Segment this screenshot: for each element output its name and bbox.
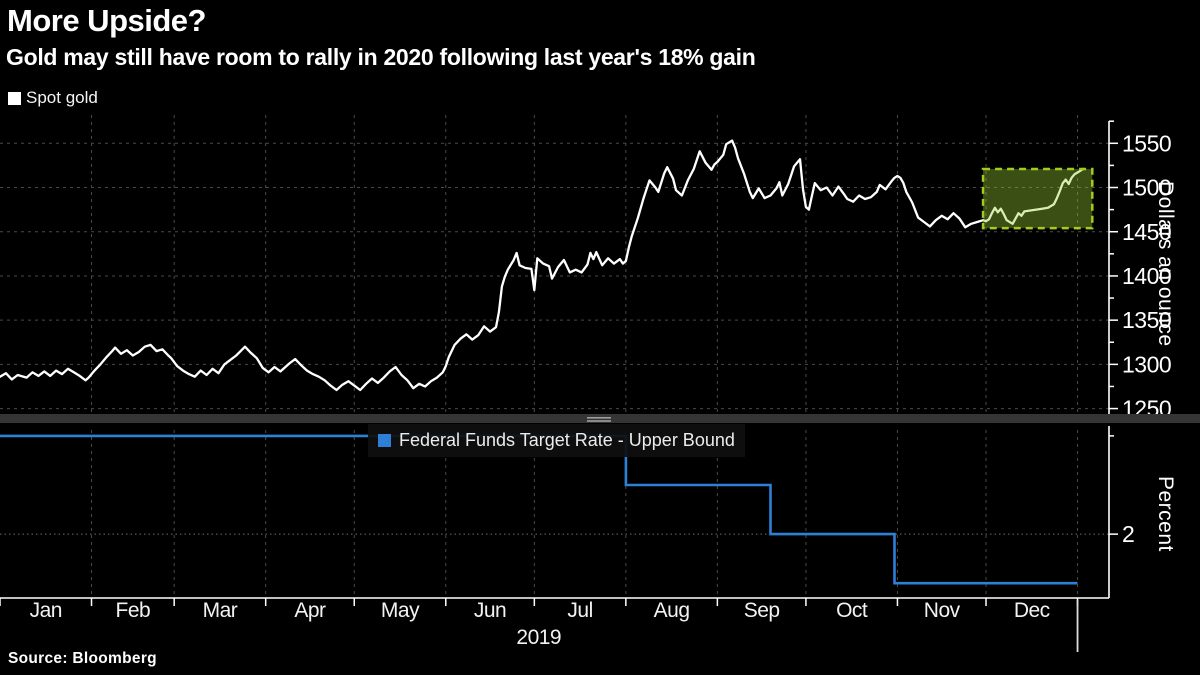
fed-funds-line bbox=[0, 436, 1078, 583]
month-label-Aug: Aug bbox=[654, 599, 690, 622]
year-label: 2019 bbox=[516, 626, 561, 649]
month-label-Jan: Jan bbox=[30, 599, 62, 622]
bloomberg-gold-chart-page: 12501300135014001450150015502 JanFebMarA… bbox=[0, 0, 1200, 675]
fed-funds-swatch-icon bbox=[378, 434, 391, 447]
page-title: More Upside? bbox=[7, 3, 206, 39]
spot-gold-path bbox=[0, 141, 1083, 390]
month-label-Jun: Jun bbox=[474, 599, 506, 622]
highlight-fill bbox=[983, 169, 1092, 228]
month-label-Mar: Mar bbox=[203, 599, 238, 622]
chart-canvas: 12501300135014001450150015502 JanFebMarA… bbox=[0, 0, 1200, 675]
month-label-Nov: Nov bbox=[924, 599, 961, 622]
month-label-Apr: Apr bbox=[294, 599, 326, 622]
month-label-Jul: Jul bbox=[567, 599, 592, 622]
spot-gold-line bbox=[0, 141, 1083, 390]
month-label-Oct: Oct bbox=[836, 599, 868, 622]
legend-fed-funds: Federal Funds Target Rate - Upper Bound bbox=[368, 424, 745, 457]
legend-spot-gold: Spot gold bbox=[8, 88, 98, 108]
fed-funds-legend-label: Federal Funds Target Rate - Upper Bound bbox=[399, 430, 735, 451]
spot-gold-swatch-icon bbox=[8, 92, 21, 105]
month-label-Dec: Dec bbox=[1014, 599, 1050, 622]
chart-divider bbox=[0, 414, 1200, 423]
december-rally-highlight-box bbox=[983, 169, 1092, 228]
y-axis-title-percent: Percent bbox=[1153, 430, 1177, 598]
month-label-Feb: Feb bbox=[116, 599, 151, 622]
page-subtitle: Gold may still have room to rally in 202… bbox=[6, 44, 756, 71]
divider-handle[interactable] bbox=[587, 417, 611, 419]
divider-handle[interactable] bbox=[587, 420, 611, 422]
y-axis-title-dollars: Dollars an ounce bbox=[1153, 115, 1177, 413]
x-axis-labels: Jan Feb Mar Apr May Jun Jul Aug Sep Oct Nov Dec 2019 bbox=[30, 599, 1050, 649]
y-tick-label-2: 2 bbox=[1122, 521, 1134, 547]
spot-gold-legend-label: Spot gold bbox=[26, 88, 98, 108]
fed-funds-path bbox=[0, 436, 1078, 583]
month-label-May: May bbox=[381, 599, 420, 622]
source-label: Source: Bloomberg bbox=[8, 650, 157, 668]
top-chart-gridlines bbox=[0, 115, 1109, 413]
month-label-Sep: Sep bbox=[744, 599, 780, 622]
